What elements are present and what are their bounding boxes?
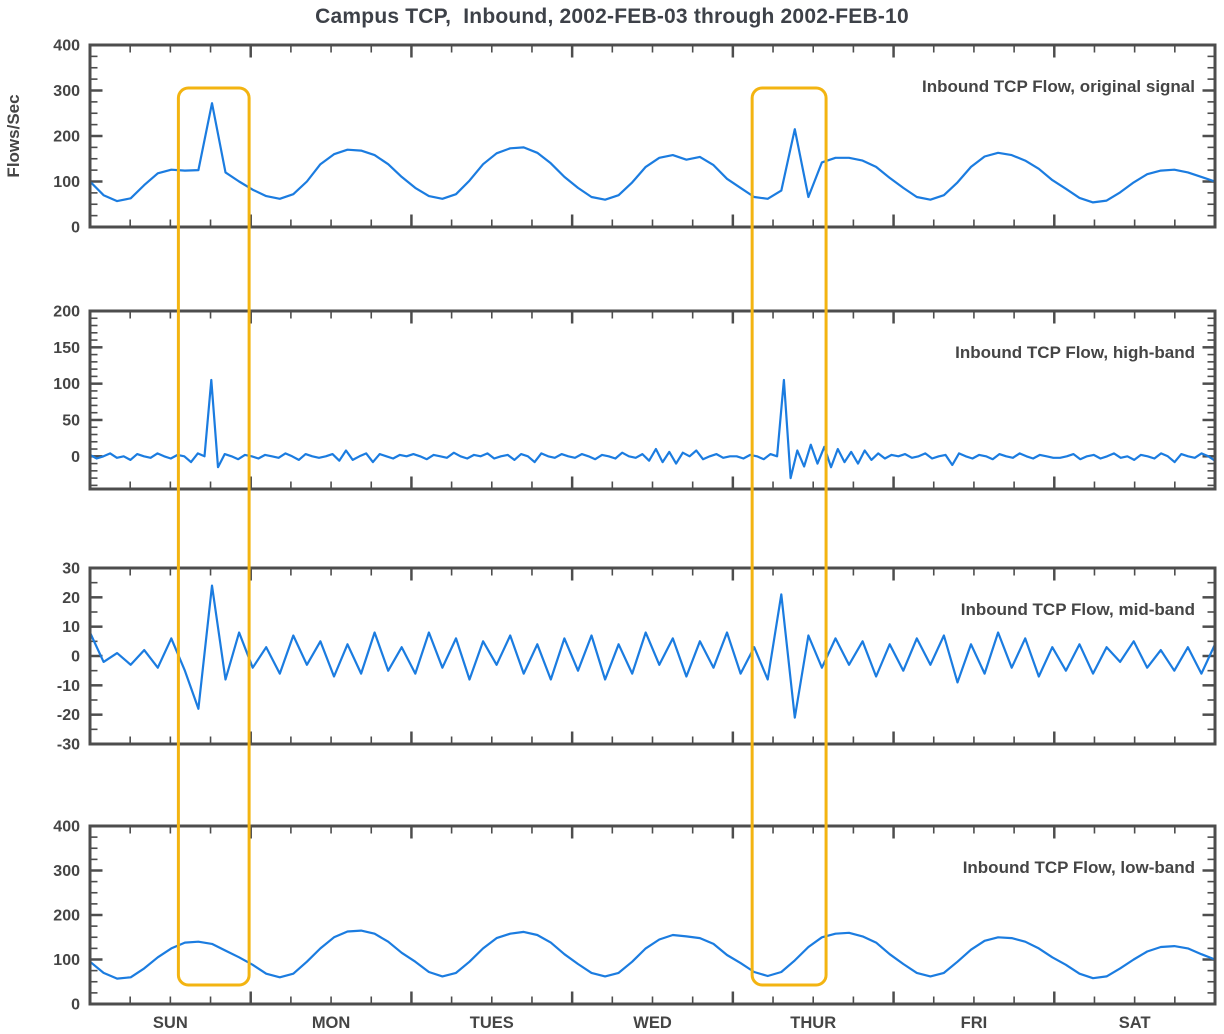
y-tick-label: 200 (53, 129, 80, 146)
y-tick-label: 0 (71, 997, 80, 1014)
y-tick-label: 400 (53, 819, 80, 836)
y-tick-label: 100 (53, 174, 80, 191)
panel-frame (88, 309, 1217, 491)
x-day-label: MON (312, 1014, 351, 1032)
panel-label: Inbound TCP Flow, low-band (963, 858, 1195, 877)
y-tick-label: -20 (57, 707, 80, 724)
highlight-box (750, 86, 828, 987)
y-tick-label: 200 (53, 304, 80, 321)
panel-frame (88, 566, 1217, 746)
x-day-label: SAT (1119, 1014, 1151, 1032)
panel-frame (88, 43, 1217, 229)
y-tick-label: 10 (62, 619, 80, 636)
x-day-label: SUN (153, 1014, 188, 1032)
series-line (88, 378, 1217, 480)
y-tick-label: 150 (53, 340, 80, 357)
y-tick-label: 100 (53, 376, 80, 393)
y-tick-label: 20 (62, 590, 80, 607)
panel-label: Inbound TCP Flow, mid-band (961, 600, 1195, 619)
y-tick-label: 300 (53, 83, 80, 100)
chart-title: Campus TCP, Inbound, 2002-FEB-03 through… (315, 5, 909, 28)
y-tick-label: 50 (62, 412, 80, 429)
x-day-label: WED (633, 1014, 672, 1032)
x-day-label: FRI (961, 1014, 988, 1032)
panel-label: Inbound TCP Flow, high-band (955, 343, 1195, 362)
x-day-label: TUES (470, 1014, 514, 1032)
y-tick-label: 200 (53, 908, 80, 925)
y-tick-label: 100 (53, 952, 80, 969)
y-tick-label: -30 (57, 737, 80, 754)
y-tick-label: -10 (57, 678, 80, 695)
y-tick-label: 30 (62, 561, 80, 578)
y-tick-label: 0 (71, 449, 80, 466)
series-line (88, 102, 1217, 204)
y-tick-label: 0 (71, 220, 80, 237)
y-tick-label: 0 (71, 649, 80, 666)
x-day-label: THUR (790, 1014, 836, 1032)
y-tick-label: 400 (53, 38, 80, 55)
series-line (88, 929, 1217, 980)
y-tick-label: 300 (53, 863, 80, 880)
panel-frame (88, 824, 1217, 1006)
highlight-box (176, 86, 251, 987)
panel-label: Inbound TCP Flow, original signal (922, 77, 1195, 96)
series-line (88, 584, 1217, 719)
